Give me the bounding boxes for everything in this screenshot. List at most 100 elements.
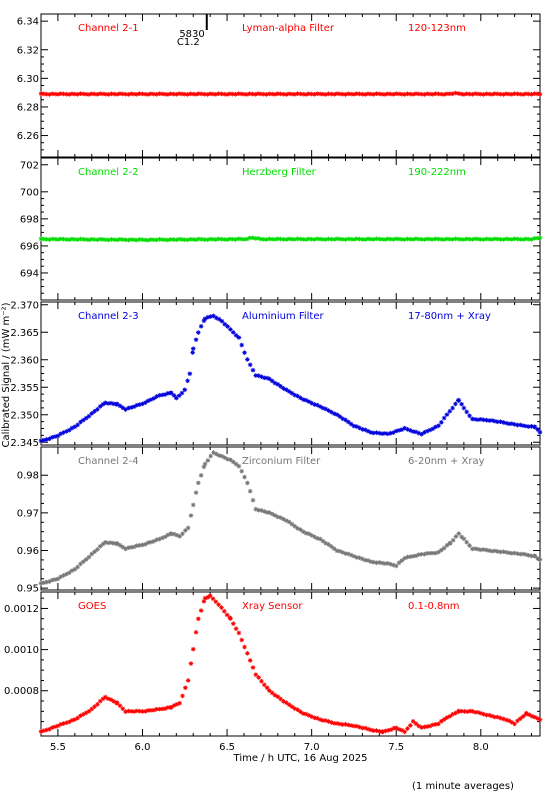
channel-2-2-point <box>255 236 261 241</box>
channel-2-2-point <box>148 237 154 242</box>
channel-2-3-point <box>461 405 467 411</box>
channel-2-3-point <box>202 316 208 322</box>
channel-2-1-point <box>520 92 526 97</box>
channel-2-4-point <box>357 555 362 561</box>
channel-2-3-point <box>66 427 72 433</box>
channel-2-4-point <box>410 553 416 559</box>
channel-2-3-point <box>126 405 131 411</box>
channel-2-2-point <box>49 236 55 242</box>
channel-2-2-point <box>382 237 388 242</box>
channel-2-3-point <box>503 420 509 426</box>
channel-2-1-point <box>382 92 388 97</box>
channel-2-2-point <box>283 237 289 242</box>
channel-2-1-point <box>140 91 145 97</box>
channel-2-3-point <box>354 424 360 429</box>
goes-point <box>413 721 419 726</box>
channel-2-2-point <box>529 237 534 242</box>
channel-2-1-point <box>385 91 391 97</box>
channel-2-1-point <box>360 91 365 97</box>
channel-2-2-point <box>267 236 272 242</box>
goes-point <box>509 719 515 725</box>
channel-2-4-point <box>368 559 374 564</box>
channel-2-1-point <box>281 91 286 97</box>
channel-2-2-point <box>492 236 498 242</box>
channel-2-2-point <box>517 236 523 242</box>
channel-2-4-point <box>385 560 391 566</box>
channel-2-3-point <box>377 430 382 436</box>
channel-2-4-frame <box>40 446 541 591</box>
channel-2-2-point <box>196 236 202 242</box>
goes-point <box>177 700 183 706</box>
channel-2-1-point <box>275 91 281 97</box>
channel-2-2-point <box>478 236 484 242</box>
goes-point <box>408 723 413 728</box>
channel-2-1-point <box>416 91 422 97</box>
channel-2-2-point <box>165 237 171 243</box>
channel-2-4-point <box>408 554 413 559</box>
channel-2-2-point <box>402 237 407 242</box>
goes-point <box>128 709 134 714</box>
channel-2-4-point <box>371 559 376 565</box>
channel-2-1-point <box>185 92 190 97</box>
channel-2-4-point <box>422 551 427 557</box>
channel-2-4-point <box>239 468 245 474</box>
goes-point <box>44 727 49 733</box>
channel-2-2-point <box>329 236 334 242</box>
goes-point <box>289 704 295 709</box>
channel-2-4-ytick-label: 0.96 <box>17 546 39 557</box>
channel-2-3-point <box>419 431 424 437</box>
channel-2-4-point <box>193 490 199 495</box>
channel-2-2-point <box>159 237 165 242</box>
channel-2-2-point <box>264 237 269 242</box>
channel-2-3-point <box>357 425 362 431</box>
channel-2-2-point <box>44 237 49 242</box>
channel-2-2-point <box>320 236 326 242</box>
channel-2-4-point <box>143 541 148 547</box>
channel-2-3-point <box>86 413 92 419</box>
channel-2-3-point <box>306 399 312 404</box>
channel-2-4-point <box>190 502 196 508</box>
channel-2-1-point <box>439 91 444 97</box>
channel-2-1-point <box>182 91 188 97</box>
channel-2-2-point <box>436 236 441 242</box>
channel-2-2-point <box>233 237 238 242</box>
channel-2-3-label-3: 17-80nm + Xray <box>408 311 491 322</box>
channel-2-2-point <box>441 237 447 242</box>
goes-point <box>456 708 462 714</box>
channel-2-3-point <box>216 316 222 322</box>
channel-2-3-point <box>506 421 512 427</box>
channel-2-1-point <box>230 91 236 97</box>
channel-2-1-point <box>486 91 492 97</box>
channel-2-1-point <box>131 91 137 97</box>
channel-2-4-point <box>495 549 501 554</box>
goes-point <box>472 709 478 715</box>
goes-point <box>506 718 512 723</box>
goes-point <box>447 714 453 719</box>
channel-2-4-point <box>134 543 140 549</box>
channel-2-1-point <box>357 91 362 97</box>
channel-2-3-point <box>424 428 430 434</box>
channel-2-1-point <box>95 92 100 97</box>
channel-2-1-point <box>258 91 264 97</box>
channel-2-4-point <box>162 534 168 540</box>
channel-2-3-point <box>343 417 348 423</box>
goes-point <box>360 725 365 731</box>
channel-2-2-point <box>154 237 159 243</box>
channel-2-2-point <box>162 237 168 243</box>
goes-point <box>357 724 362 730</box>
goes-point <box>298 709 303 714</box>
channel-2-4-point <box>430 550 436 556</box>
channel-2-1-point <box>337 91 343 97</box>
channel-2-3-point <box>444 412 450 417</box>
channel-2-4-point <box>298 527 303 532</box>
channel-2-3-point <box>92 409 97 414</box>
channel-2-4-point <box>481 547 486 552</box>
channel-2-2-point <box>534 235 540 241</box>
channel-2-1-point <box>49 91 55 97</box>
channel-2-3-point <box>427 427 433 433</box>
channel-2-3-point <box>157 393 162 398</box>
channel-2-3-point <box>475 417 481 423</box>
channel-2-2-point <box>286 236 292 242</box>
goes-point <box>286 702 292 707</box>
channel-2-2-point <box>252 236 258 241</box>
